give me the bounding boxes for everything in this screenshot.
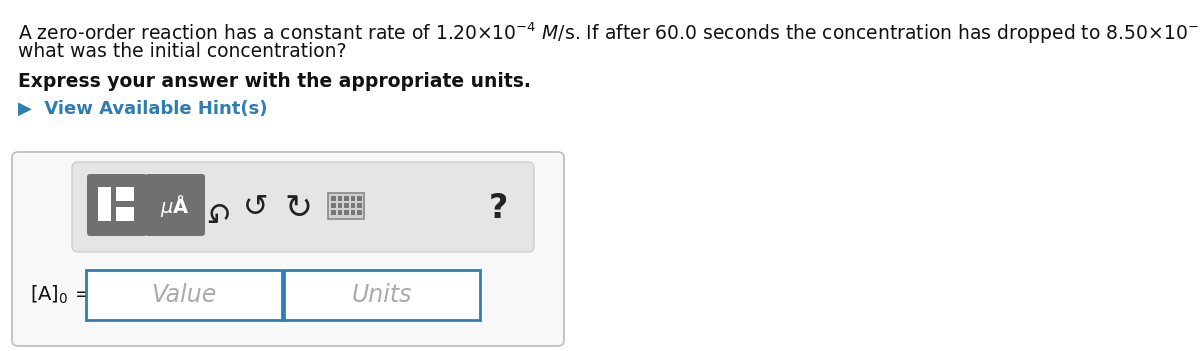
Bar (328, 193, 364, 219)
Bar (116, 201, 134, 207)
Text: ↻: ↻ (284, 192, 312, 225)
Text: Express your answer with the appropriate units.: Express your answer with the appropriate… (18, 72, 530, 91)
FancyBboxPatch shape (72, 162, 534, 252)
Bar (344, 196, 348, 200)
Text: A zero-order reaction has a constant rate of 1.20$\times$10$^{-4}$ $\it{M}$/s. I: A zero-order reaction has a constant rat… (18, 20, 1200, 46)
Text: ▶  View Available Hint(s): ▶ View Available Hint(s) (18, 100, 268, 118)
Bar (116, 187, 134, 202)
Bar (358, 210, 361, 214)
Text: $\mu$Å: $\mu$Å (160, 193, 190, 219)
Bar (350, 203, 355, 207)
Text: Units: Units (352, 283, 412, 307)
Text: Value: Value (151, 283, 217, 307)
Bar (337, 196, 342, 200)
Bar (358, 203, 361, 207)
Text: $[\mathrm{A}]_0$ =: $[\mathrm{A}]_0$ = (30, 284, 90, 306)
Bar (331, 196, 336, 200)
Bar (350, 196, 355, 200)
FancyBboxPatch shape (145, 174, 205, 236)
Bar (344, 203, 348, 207)
Text: ↺: ↺ (244, 193, 269, 223)
Text: ?: ? (488, 192, 508, 225)
Bar (331, 203, 336, 207)
Bar (337, 203, 342, 207)
FancyBboxPatch shape (12, 152, 564, 346)
Bar (337, 210, 342, 214)
Bar (116, 207, 134, 221)
Bar (350, 210, 355, 214)
Bar (331, 210, 336, 214)
Bar (284, 270, 480, 320)
Bar (358, 196, 361, 200)
Text: ↺: ↺ (200, 193, 226, 223)
Bar (86, 270, 282, 320)
FancyBboxPatch shape (88, 174, 148, 236)
Bar (98, 187, 112, 221)
Text: what was the initial concentration?: what was the initial concentration? (18, 42, 347, 61)
Bar (344, 210, 348, 214)
